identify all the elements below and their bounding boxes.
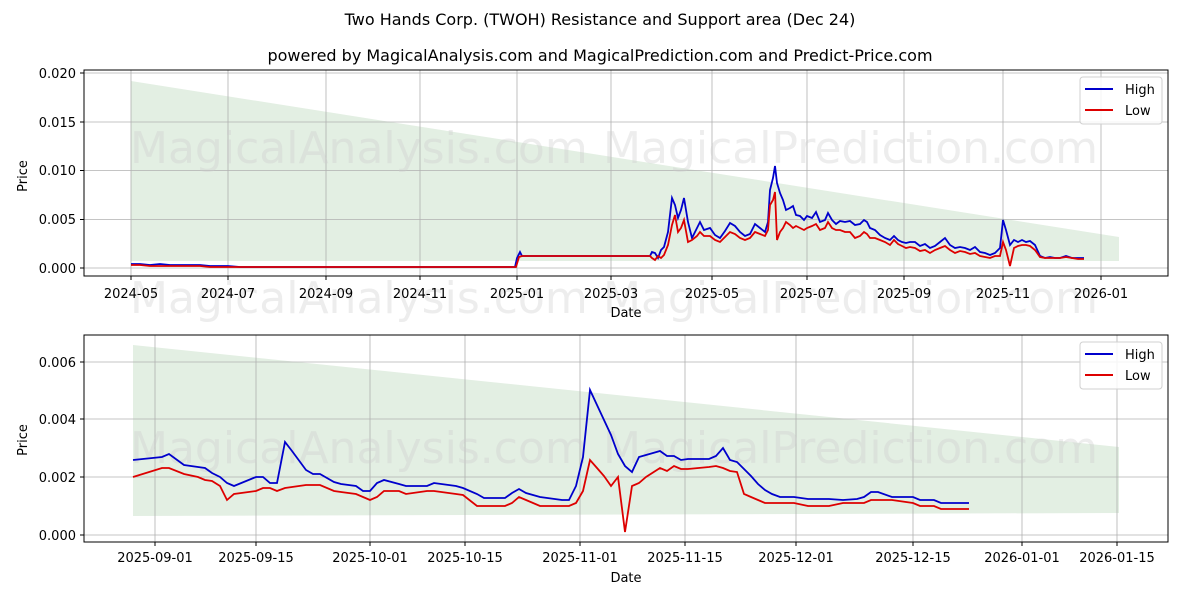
x-tick-label: 2025-05 [685, 287, 739, 302]
y-tick-label: 0.015 [39, 116, 76, 131]
x-tick-label: 2026-01-01 [984, 551, 1060, 566]
top-y-axis-label: Price [16, 160, 31, 192]
top-low-line [131, 191, 1084, 268]
y-tick-label: 0.004 [39, 413, 76, 428]
y-tick-label: 0.000 [39, 262, 76, 277]
top-y-ticks: 0.000 0.005 0.010 0.015 0.020 [39, 67, 84, 277]
x-tick-label: 2025-10-15 [427, 551, 503, 566]
watermark-analysis-2: MagicalAnalysis.com [130, 273, 588, 324]
legend-high-label: High [1125, 348, 1155, 363]
bottom-axes-frame [83, 334, 1169, 543]
x-tick-label: 2024-11 [393, 287, 447, 302]
top-support-resistance-band [131, 81, 1119, 261]
legend-low-label: Low [1125, 369, 1151, 384]
legend-low-label: Low [1125, 104, 1151, 119]
y-tick-label: 0.000 [39, 529, 76, 544]
x-tick-label: 2025-12-15 [875, 551, 951, 566]
chart-title: Two Hands Corp. (TWOH) Resistance and Su… [344, 10, 856, 29]
bottom-legend: High Low [1079, 341, 1163, 390]
bottom-y-axis-label: Price [16, 424, 31, 456]
top-gridlines [84, 70, 1168, 276]
top-legend: High Low [1079, 76, 1163, 125]
bottom-chart: MagicalAnalysis.com MagicalPrediction.co… [16, 334, 1169, 586]
watermark-prediction: MagicalPrediction.com [603, 123, 1098, 174]
bottom-low-line [132, 458, 969, 533]
x-tick-label: 2025-10-01 [332, 551, 408, 566]
bottom-gridlines [84, 335, 1168, 542]
bottom-x-axis-label: Date [610, 571, 641, 586]
top-high-line [131, 165, 1084, 268]
watermark-analysis-3: MagicalAnalysis.com [130, 423, 588, 474]
bottom-high-line [132, 386, 969, 504]
x-tick-label: 2025-01 [490, 287, 544, 302]
y-tick-label: 0.006 [39, 356, 76, 371]
x-tick-label: 2025-11-15 [647, 551, 723, 566]
y-tick-label: 0.002 [39, 471, 76, 486]
watermark-analysis: MagicalAnalysis.com [130, 123, 588, 174]
x-tick-label: 2024-09 [299, 287, 353, 302]
top-chart: MagicalAnalysis.com MagicalPrediction.co… [16, 67, 1169, 324]
x-tick-label: 2026-01-15 [1079, 551, 1155, 566]
x-tick-label: 2025-07 [780, 287, 834, 302]
legend-high-label: High [1125, 83, 1155, 98]
x-tick-label: 2024-05 [104, 287, 158, 302]
y-tick-label: 0.010 [39, 164, 76, 179]
x-tick-label: 2025-11-01 [542, 551, 618, 566]
y-tick-label: 0.005 [39, 213, 76, 228]
x-tick-label: 2025-09-15 [218, 551, 294, 566]
x-tick-label: 2025-11 [976, 287, 1030, 302]
top-x-axis-label: Date [610, 306, 641, 321]
bottom-support-resistance-band [133, 345, 1119, 516]
watermark-prediction-2: MagicalPrediction.com [603, 273, 1098, 324]
top-axes-frame [83, 69, 1169, 277]
x-tick-label: 2025-09 [877, 287, 931, 302]
chart-subtitle: powered by MagicalAnalysis.com and Magic… [267, 46, 933, 65]
x-tick-label: 2026-01 [1074, 287, 1128, 302]
x-tick-label: 2025-09-01 [117, 551, 193, 566]
watermark-prediction-3: MagicalPrediction.com [603, 423, 1098, 474]
top-x-ticks: 2024-05 2024-07 2024-09 2024-11 2025-01 … [104, 276, 1128, 302]
y-tick-label: 0.020 [39, 67, 76, 82]
x-tick-label: 2024-07 [201, 287, 255, 302]
bottom-x-ticks: 2025-09-01 2025-09-15 2025-10-01 2025-10… [117, 542, 1155, 566]
x-tick-label: 2025-12-01 [758, 551, 834, 566]
bottom-y-ticks: 0.000 0.002 0.004 0.006 [39, 356, 84, 544]
x-tick-label: 2025-03 [584, 287, 638, 302]
